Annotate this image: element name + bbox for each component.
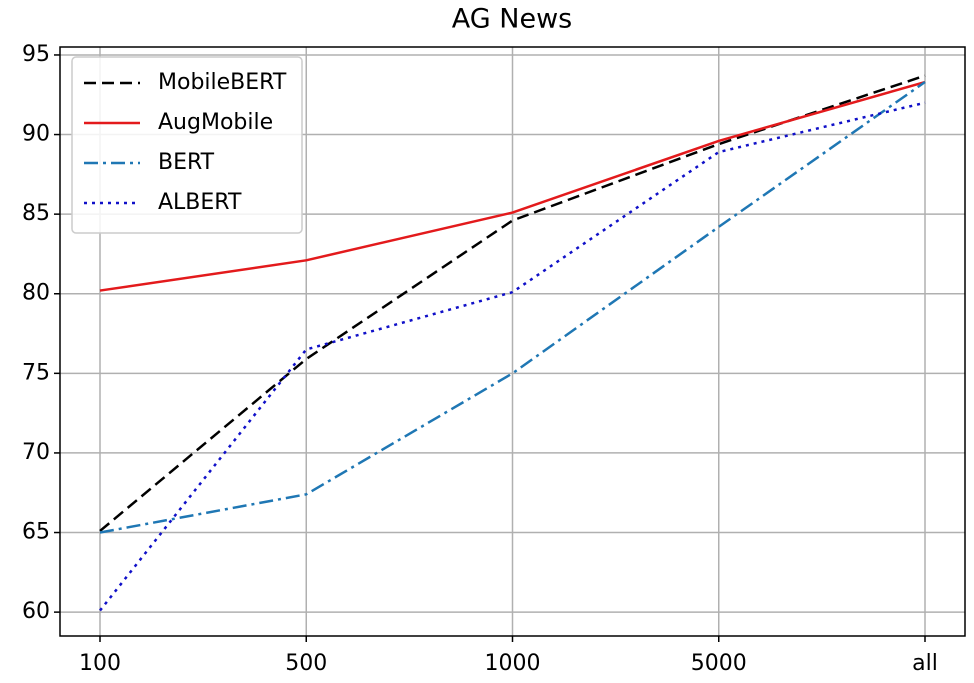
y-tick-label: 90 <box>22 122 50 147</box>
y-tick-label: 95 <box>22 42 50 67</box>
x-tick-label: 100 <box>79 651 121 676</box>
x-tick-label: 1000 <box>485 651 541 676</box>
y-tick-label: 70 <box>22 440 50 465</box>
series-line <box>99 80 926 534</box>
x-tick-label: 5000 <box>691 651 747 676</box>
y-tick-label: 80 <box>22 281 50 306</box>
y-tick-label: 85 <box>22 201 50 226</box>
y-tick-label: 65 <box>22 520 50 545</box>
legend-label: MobileBERT <box>158 70 287 95</box>
series-line <box>99 101 926 612</box>
plot-frame <box>59 46 966 637</box>
x-tick-label: 500 <box>285 651 327 676</box>
series-line <box>99 80 926 292</box>
x-tick-label: all <box>912 651 938 676</box>
chart-title: AG News <box>452 4 572 35</box>
legend-box <box>71 56 303 234</box>
y-tick-label: 75 <box>22 360 50 385</box>
legend-label: BERT <box>158 150 215 175</box>
y-tick-label: 60 <box>22 599 50 624</box>
legend-label: ALBERT <box>158 190 242 215</box>
legend-label: AugMobile <box>158 110 273 135</box>
